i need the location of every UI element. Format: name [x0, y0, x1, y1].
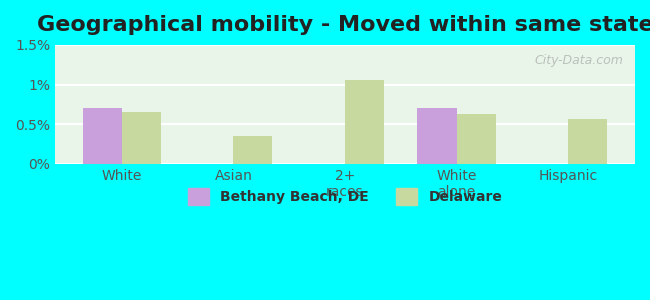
- Bar: [417, 108, 456, 164]
- Title: Geographical mobility - Moved within same state: Geographical mobility - Moved within sam…: [36, 15, 650, 35]
- Legend: Bethany Beach, DE, Delaware: Bethany Beach, DE, Delaware: [182, 183, 508, 211]
- Bar: [83, 108, 122, 164]
- Bar: [345, 80, 384, 164]
- Text: City-Data.com: City-Data.com: [534, 54, 623, 68]
- Bar: [568, 119, 607, 164]
- Bar: [456, 114, 495, 164]
- Bar: [122, 112, 161, 164]
- Bar: [233, 136, 272, 164]
